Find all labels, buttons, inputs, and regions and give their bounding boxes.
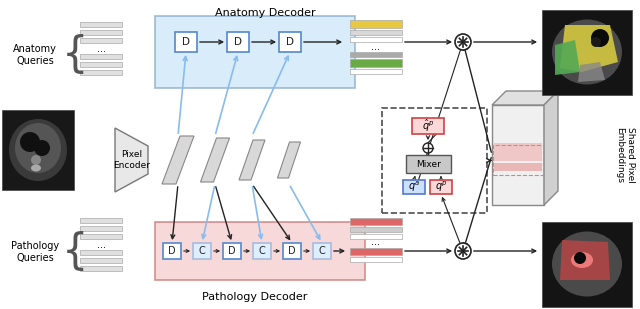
- Bar: [80, 30, 122, 35]
- Bar: [350, 52, 402, 57]
- Text: C: C: [319, 246, 325, 256]
- Bar: [350, 69, 402, 74]
- Bar: [412, 118, 444, 134]
- Circle shape: [34, 140, 50, 156]
- Text: Shared Pixel
Embeddings: Shared Pixel Embeddings: [615, 127, 635, 183]
- Text: D: D: [286, 37, 294, 47]
- Bar: [80, 22, 122, 27]
- Bar: [80, 38, 122, 43]
- Text: {: {: [61, 34, 88, 76]
- Bar: [155, 16, 355, 88]
- Bar: [279, 32, 301, 52]
- Bar: [350, 37, 402, 42]
- Bar: [155, 222, 365, 280]
- Bar: [80, 218, 122, 223]
- Polygon shape: [555, 40, 580, 75]
- Bar: [494, 143, 542, 161]
- Circle shape: [31, 155, 41, 165]
- Polygon shape: [578, 62, 605, 82]
- Bar: [350, 218, 402, 225]
- Circle shape: [20, 132, 40, 152]
- Bar: [542, 222, 632, 307]
- Bar: [493, 145, 543, 175]
- Polygon shape: [115, 128, 148, 192]
- Polygon shape: [278, 142, 301, 178]
- Text: Pixel
Encoder: Pixel Encoder: [113, 150, 150, 170]
- Text: D: D: [288, 246, 296, 256]
- Circle shape: [574, 252, 586, 264]
- Text: $q^a$: $q^a$: [408, 180, 420, 194]
- Ellipse shape: [31, 164, 41, 171]
- Bar: [382, 108, 487, 213]
- Bar: [253, 243, 271, 259]
- Bar: [350, 227, 402, 232]
- Polygon shape: [200, 138, 230, 182]
- Text: D: D: [168, 246, 176, 256]
- Bar: [494, 163, 542, 171]
- Bar: [350, 30, 402, 35]
- Circle shape: [591, 37, 601, 47]
- Bar: [80, 266, 122, 271]
- Bar: [350, 248, 402, 255]
- Circle shape: [455, 243, 471, 259]
- Bar: [193, 243, 211, 259]
- Text: Pathology Decoder: Pathology Decoder: [202, 292, 308, 302]
- Polygon shape: [560, 25, 618, 72]
- Bar: [80, 226, 122, 231]
- Bar: [80, 250, 122, 255]
- Bar: [80, 234, 122, 239]
- Text: Anatomy Decoder: Anatomy Decoder: [214, 8, 316, 18]
- Ellipse shape: [9, 119, 67, 181]
- Bar: [223, 243, 241, 259]
- Text: C: C: [198, 246, 205, 256]
- Bar: [80, 62, 122, 67]
- Polygon shape: [544, 91, 558, 205]
- Bar: [542, 10, 632, 95]
- Text: C: C: [259, 246, 266, 256]
- Polygon shape: [492, 91, 558, 105]
- Bar: [227, 32, 249, 52]
- Bar: [80, 258, 122, 263]
- Circle shape: [423, 143, 433, 153]
- Text: D: D: [234, 37, 242, 47]
- Bar: [350, 234, 402, 239]
- Text: $\hat{q}^p$: $\hat{q}^p$: [422, 118, 434, 134]
- Circle shape: [591, 29, 609, 47]
- Text: Pathology
Queries: Pathology Queries: [11, 241, 59, 263]
- Text: $q^p$: $q^p$: [435, 180, 447, 194]
- Ellipse shape: [552, 231, 622, 297]
- Bar: [430, 180, 452, 194]
- Circle shape: [455, 34, 471, 50]
- Text: ...: ...: [97, 240, 106, 250]
- Text: D: D: [182, 37, 190, 47]
- Bar: [80, 54, 122, 59]
- Bar: [406, 155, 451, 173]
- Polygon shape: [560, 240, 610, 280]
- Bar: [350, 257, 402, 262]
- Bar: [492, 105, 544, 205]
- Text: {: {: [61, 231, 88, 273]
- Ellipse shape: [571, 252, 593, 268]
- Bar: [403, 180, 425, 194]
- Polygon shape: [239, 140, 265, 180]
- Text: ...: ...: [97, 44, 106, 54]
- Ellipse shape: [15, 123, 61, 173]
- Text: ...: ...: [371, 237, 381, 247]
- Bar: [350, 59, 402, 67]
- Bar: [175, 32, 197, 52]
- Polygon shape: [162, 136, 194, 184]
- Text: Anatomy
Queries: Anatomy Queries: [13, 44, 57, 66]
- Bar: [350, 20, 402, 28]
- Bar: [283, 243, 301, 259]
- Text: D: D: [228, 246, 236, 256]
- Text: Mixer: Mixer: [416, 159, 441, 168]
- Text: ...: ...: [371, 42, 381, 52]
- Bar: [163, 243, 181, 259]
- Bar: [2, 110, 74, 190]
- Bar: [313, 243, 331, 259]
- Ellipse shape: [552, 19, 622, 84]
- Bar: [80, 70, 122, 75]
